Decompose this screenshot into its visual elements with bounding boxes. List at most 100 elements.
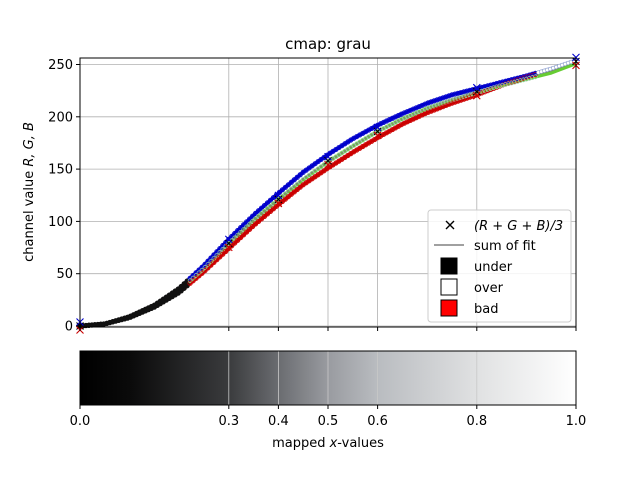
data-point-green xyxy=(214,253,220,258)
data-point-green xyxy=(244,224,250,230)
data-point-green xyxy=(500,82,505,88)
colorbar-x-ticks: 0.0 0.3 0.4 0.5 0.6 0.8 1.0 xyxy=(70,405,586,429)
data-point-green xyxy=(532,74,538,80)
data-point-blue xyxy=(377,121,384,127)
data-point-red xyxy=(389,126,396,133)
data-point-green xyxy=(247,221,252,227)
data-point-red xyxy=(205,265,211,271)
avg-x-marker xyxy=(572,53,580,62)
data-point-red xyxy=(410,116,416,122)
data-point-green xyxy=(205,262,211,267)
data-point-red xyxy=(235,237,241,243)
data-point-blue xyxy=(386,117,393,123)
x-axis-label-suffix: -values xyxy=(337,436,384,451)
data-point-blue xyxy=(416,103,422,110)
data-point-red xyxy=(220,251,226,257)
data-point-green xyxy=(491,85,497,91)
data-point-red xyxy=(455,98,461,104)
data-point-green xyxy=(413,110,419,116)
data-point-red xyxy=(398,122,405,128)
data-point-green xyxy=(402,115,407,121)
data-point-blue xyxy=(392,114,399,120)
data-point-green xyxy=(419,108,425,113)
data-point-red xyxy=(401,120,407,126)
avg-x-marker xyxy=(274,199,283,208)
data-point-blue xyxy=(526,72,532,78)
legend: (R + G + B)/3 sum of fit under over bad xyxy=(427,209,572,323)
data-point-blue xyxy=(187,275,193,281)
data-point-green xyxy=(274,198,279,204)
data-point-green xyxy=(262,208,267,214)
data-point-red xyxy=(199,270,205,276)
data-point-blue xyxy=(428,99,434,105)
data-point-blue xyxy=(193,270,199,276)
data-point-green xyxy=(256,213,261,219)
data-point-blue xyxy=(431,98,437,104)
data-point-blue xyxy=(404,108,410,115)
data-point-green xyxy=(271,201,276,206)
x-tick-label: 0.3 xyxy=(218,414,239,429)
data-point-green xyxy=(265,206,270,211)
data-point-green xyxy=(235,232,241,238)
data-point-red xyxy=(476,91,482,97)
data-point-blue xyxy=(380,119,387,126)
data-point-blue xyxy=(491,81,497,87)
data-point-blue xyxy=(199,264,205,270)
data-point-green xyxy=(268,203,273,209)
data-point-blue xyxy=(398,111,405,117)
data-point-red xyxy=(434,106,440,112)
data-point-blue xyxy=(196,267,202,273)
data-point-green xyxy=(294,181,300,187)
data-point-red xyxy=(247,226,253,232)
avg-x-marker xyxy=(373,131,382,140)
grid xyxy=(79,58,577,327)
data-point-blue xyxy=(413,105,419,111)
data-point-red xyxy=(252,221,259,227)
data-point-green xyxy=(506,81,511,87)
data-point-red xyxy=(223,248,229,254)
data-point-blue xyxy=(202,261,208,267)
avg-x-marker xyxy=(224,243,233,252)
data-point-blue xyxy=(357,132,363,138)
x-tick-label: 0.4 xyxy=(268,414,289,429)
data-point-green xyxy=(422,106,428,112)
colorbar-grid xyxy=(228,351,478,405)
data-point-green xyxy=(238,229,244,235)
data-point-green xyxy=(232,235,238,241)
data-point-red xyxy=(250,223,256,230)
data-point-red xyxy=(514,77,521,83)
data-point-blue xyxy=(401,110,407,116)
data-point-blue xyxy=(520,74,527,80)
x-ticks-main xyxy=(79,327,577,331)
avg-x-marker xyxy=(373,123,382,132)
data-point-red xyxy=(241,232,247,238)
data-point-red xyxy=(190,278,196,284)
x-marker-icon xyxy=(445,220,455,230)
data-point-red xyxy=(404,119,410,125)
x-tick-label: 0.8 xyxy=(466,414,487,429)
data-point-red xyxy=(392,125,399,131)
under-swatch xyxy=(440,257,458,275)
data-point-blue xyxy=(410,106,416,112)
data-point-red xyxy=(193,275,199,281)
data-point-blue xyxy=(482,83,488,90)
data-point-blue xyxy=(383,118,390,124)
data-point-red xyxy=(202,268,208,274)
data-point-red xyxy=(458,97,464,103)
data-point-red xyxy=(187,280,193,286)
y-axis-label: channel value R, G, B xyxy=(22,122,37,262)
data-point-green xyxy=(190,275,196,281)
data-point-blue xyxy=(247,216,253,222)
data-point-green xyxy=(196,270,202,276)
legend-label-under: under xyxy=(474,260,513,275)
data-point-blue xyxy=(190,272,196,279)
data-point-blue xyxy=(508,77,515,83)
data-point-blue xyxy=(523,73,530,79)
data-point-blue xyxy=(464,88,470,94)
y-axis-label-vars: R, G, B xyxy=(22,122,37,167)
y-axis-label-text: channel value xyxy=(22,167,37,262)
data-point-blue xyxy=(458,89,464,96)
data-point-red xyxy=(267,208,274,214)
data-point-red xyxy=(508,79,515,85)
data-point-green xyxy=(285,189,291,194)
